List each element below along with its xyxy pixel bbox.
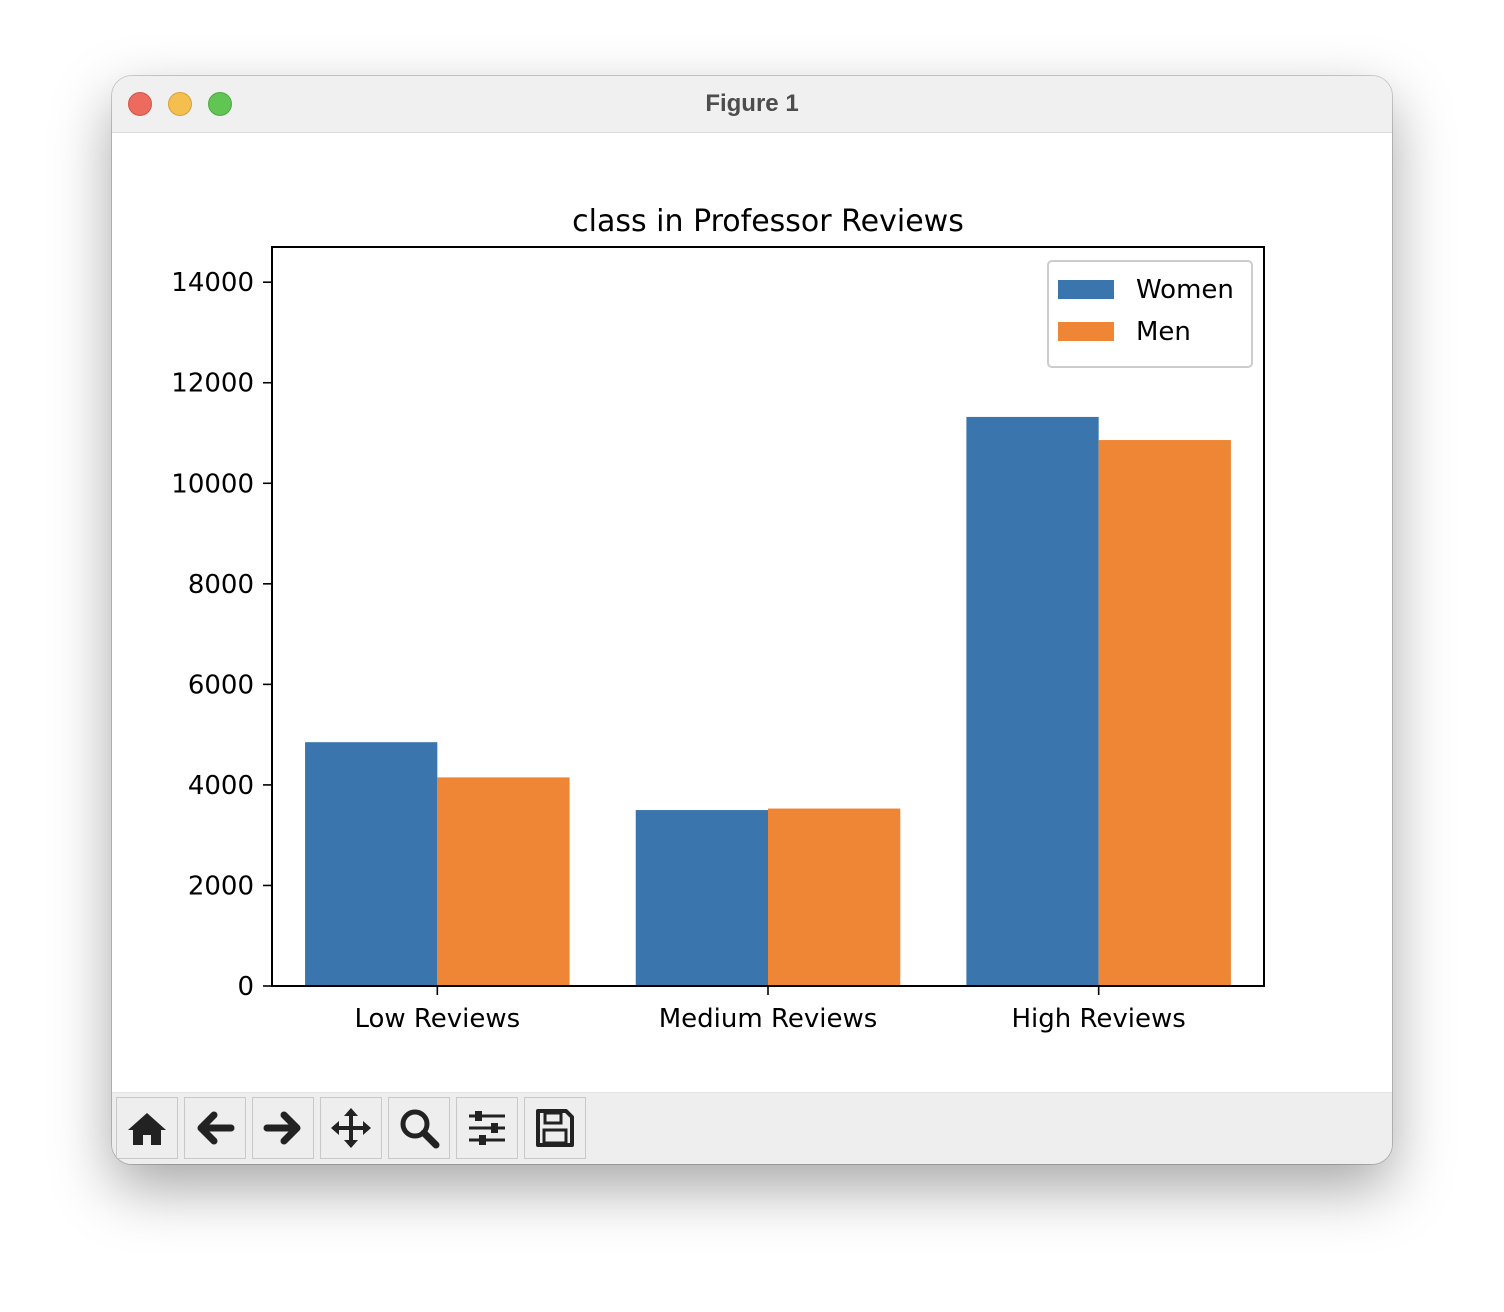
forward-button[interactable] bbox=[252, 1097, 314, 1159]
save-button[interactable] bbox=[524, 1097, 586, 1159]
y-tick-label: 8000 bbox=[188, 570, 254, 600]
y-tick-label: 12000 bbox=[171, 369, 254, 399]
navigation-toolbar bbox=[112, 1092, 1392, 1164]
window-title: Figure 1 bbox=[705, 90, 799, 117]
chart-title: class in Professor Reviews bbox=[572, 204, 964, 239]
home-icon bbox=[128, 1113, 166, 1145]
y-tick-label: 0 bbox=[237, 972, 254, 1002]
y-tick-label: 2000 bbox=[188, 871, 254, 901]
y-tick-label: 14000 bbox=[171, 268, 254, 298]
magnifier-icon bbox=[400, 1109, 440, 1149]
title-bar: Figure 1 bbox=[112, 76, 1392, 133]
bar-men-1 bbox=[437, 777, 570, 986]
close-window-button[interactable] bbox=[128, 92, 152, 116]
y-tick-label: 6000 bbox=[188, 670, 254, 700]
arrow-left-icon bbox=[197, 1111, 235, 1145]
bar-women-1 bbox=[305, 742, 438, 986]
sliders-icon bbox=[469, 1111, 505, 1145]
bar-women-2 bbox=[635, 810, 768, 986]
floppy-disk-icon bbox=[536, 1109, 574, 1147]
bar-men-3 bbox=[1098, 440, 1231, 986]
move-icon bbox=[331, 1108, 371, 1148]
x-tick-label: Low Reviews bbox=[354, 1004, 520, 1034]
legend-label-men: Men bbox=[1136, 317, 1191, 347]
plot-frame bbox=[271, 246, 1265, 987]
x-tick-label: High Reviews bbox=[1011, 1004, 1185, 1034]
y-tick-label: 4000 bbox=[188, 771, 254, 801]
maximize-window-button[interactable] bbox=[208, 92, 232, 116]
legend-swatch-women bbox=[1058, 280, 1114, 299]
bar-women-3 bbox=[966, 416, 1099, 986]
bar-men-2 bbox=[768, 808, 901, 986]
arrow-right-icon bbox=[263, 1111, 301, 1145]
y-tick-label: 10000 bbox=[171, 469, 254, 499]
zoom-button[interactable] bbox=[388, 1097, 450, 1159]
home-button[interactable] bbox=[116, 1097, 178, 1159]
chart-canvas: class in Professor Reviews Low Reviews Med… bbox=[171, 204, 1265, 1034]
back-button[interactable] bbox=[184, 1097, 246, 1159]
minimize-window-button[interactable] bbox=[168, 92, 192, 116]
legend-label-women: Women bbox=[1136, 275, 1234, 305]
pan-button[interactable] bbox=[320, 1097, 382, 1159]
configure-subplots-button[interactable] bbox=[456, 1097, 518, 1159]
figure-window: Figure 1 class in Professor Reviews Low R… bbox=[112, 76, 1392, 1164]
x-tick-label: Medium Reviews bbox=[659, 1004, 878, 1034]
legend-swatch-men bbox=[1058, 322, 1114, 341]
